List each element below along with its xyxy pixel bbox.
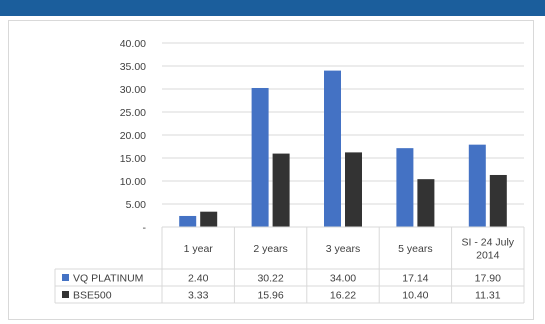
bar-bse500 bbox=[272, 153, 290, 227]
chart-frame bbox=[8, 20, 534, 320]
data-table-value: 10.40 bbox=[402, 290, 428, 302]
legend-series-name: VQ PLATINUM bbox=[73, 273, 143, 285]
x-category-label: 5 years bbox=[398, 243, 432, 255]
y-tick-label: 15.00 bbox=[120, 153, 146, 165]
data-table-value: 34.00 bbox=[330, 273, 356, 285]
bar-vq-platinum bbox=[468, 144, 486, 227]
x-category-label: 3 years bbox=[326, 243, 360, 255]
bar-bse500 bbox=[200, 211, 218, 227]
x-category-label: 2014 bbox=[476, 250, 500, 262]
header-bar bbox=[0, 0, 545, 16]
data-table-value: 15.96 bbox=[257, 290, 283, 302]
y-tick-label: 10.00 bbox=[120, 176, 146, 188]
data-table-value: 16.22 bbox=[330, 290, 356, 302]
data-table-value: 11.31 bbox=[475, 290, 501, 302]
bar-vq-platinum bbox=[396, 148, 414, 227]
y-tick-label: 40.00 bbox=[120, 38, 146, 50]
data-table-value: 3.33 bbox=[188, 290, 209, 302]
bar-vq-platinum bbox=[251, 87, 269, 227]
y-tick-label: 35.00 bbox=[120, 61, 146, 73]
data-table-value: 17.90 bbox=[475, 273, 501, 285]
legend-key bbox=[62, 274, 69, 281]
y-tick-label: 25.00 bbox=[120, 107, 146, 119]
bar-bse500 bbox=[417, 179, 435, 227]
legend-series-name: BSE500 bbox=[73, 290, 112, 302]
y-tick-label: 20.00 bbox=[120, 130, 146, 142]
x-category-label: 1 year bbox=[184, 243, 214, 255]
legend-key bbox=[62, 291, 69, 298]
x-category-label: SI - 24 July bbox=[462, 237, 515, 249]
y-tick-label: 5.00 bbox=[126, 199, 147, 211]
y-tick-label: 30.00 bbox=[120, 84, 146, 96]
data-table-value: 30.22 bbox=[257, 273, 283, 285]
bar-bse500 bbox=[489, 174, 507, 227]
y-tick-label: - bbox=[143, 222, 147, 234]
bar-vq-platinum bbox=[179, 215, 197, 227]
data-table-value: 17.14 bbox=[402, 273, 428, 285]
x-category-label: 2 years bbox=[253, 243, 287, 255]
bar-vq-platinum bbox=[324, 70, 341, 227]
bar-bse500 bbox=[345, 152, 362, 227]
data-table-value: 2.40 bbox=[188, 273, 209, 285]
